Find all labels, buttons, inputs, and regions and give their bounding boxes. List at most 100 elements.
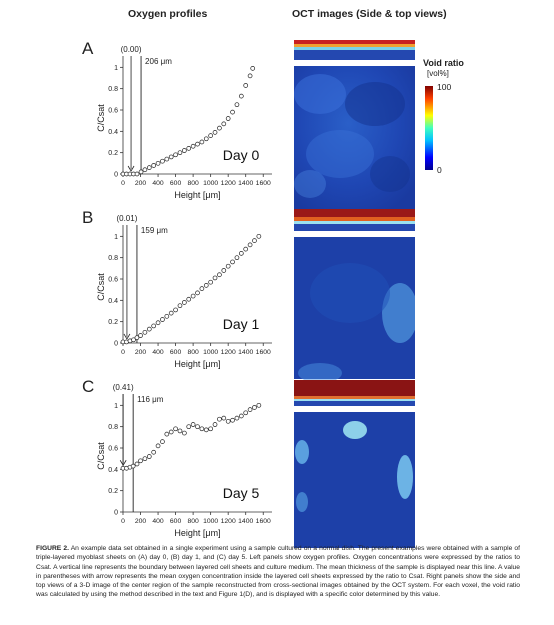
data-point xyxy=(203,427,209,433)
data-point xyxy=(208,426,213,432)
x-tick-label: 1600 xyxy=(256,349,271,356)
x-tick-label: 200 xyxy=(135,180,147,187)
data-point xyxy=(190,293,196,299)
data-point xyxy=(199,139,205,145)
data-point xyxy=(142,456,148,462)
oct-images-header: OCT images (Side & top views) xyxy=(292,8,447,20)
data-point xyxy=(225,116,231,121)
data-point xyxy=(195,424,200,430)
data-point xyxy=(247,242,253,248)
y-tick-label: 0.6 xyxy=(108,277,118,284)
x-tick-label: 0 xyxy=(121,180,125,187)
data-point xyxy=(130,463,136,469)
data-point xyxy=(142,329,148,335)
x-tick-label: 800 xyxy=(187,518,199,525)
figure-label: FIGURE 2. xyxy=(36,545,69,552)
colorbar-title: Void ratio xyxy=(423,58,464,68)
x-tick-label: 0 xyxy=(121,518,125,525)
x-tick-label: 800 xyxy=(187,180,199,187)
data-point xyxy=(199,426,205,432)
x-tick-label: 1200 xyxy=(221,180,236,187)
data-point xyxy=(131,337,136,343)
mean-arrow-head xyxy=(119,460,127,467)
data-point xyxy=(168,310,174,316)
data-point xyxy=(155,443,161,449)
data-point xyxy=(134,171,140,177)
data-point xyxy=(212,130,218,135)
x-tick-label: 1600 xyxy=(256,180,271,187)
data-point xyxy=(256,233,262,239)
oxygen-profile-plot-c: C 0 0.2 0.4 0.6 0.8 1 0 200 400 600 800 1000 1200 1400… xyxy=(82,377,272,538)
oxygen-profiles-header: Oxygen profiles xyxy=(128,8,208,20)
data-point xyxy=(151,163,157,168)
data-point xyxy=(173,426,178,432)
data-point xyxy=(243,246,249,252)
boundary-thickness-label: 116 μm xyxy=(137,395,164,404)
data-point xyxy=(177,428,183,434)
mean-concentration-label: (0.41) xyxy=(113,383,134,392)
x-tick-label: 200 xyxy=(135,518,147,525)
y-tick-label: 0 xyxy=(114,510,118,517)
data-point xyxy=(212,275,218,281)
x-tick-label: 1200 xyxy=(221,518,236,525)
y-tick-label: 0.4 xyxy=(108,298,118,305)
y-tick-label: 0.2 xyxy=(108,150,118,157)
data-point xyxy=(234,415,240,421)
boundary-thickness-label: 206 μm xyxy=(145,57,172,66)
data-point xyxy=(217,416,222,422)
x-tick-label: 1400 xyxy=(238,518,253,525)
data-point xyxy=(217,272,222,278)
x-tick-label: 1000 xyxy=(203,518,218,525)
x-tick-label: 200 xyxy=(135,349,147,356)
data-point xyxy=(195,141,200,147)
data-point xyxy=(199,286,205,291)
y-axis-label: C/Csat xyxy=(96,273,106,301)
y-tick-label: 0.6 xyxy=(108,446,118,453)
data-point xyxy=(225,263,231,269)
data-point xyxy=(160,317,165,322)
data-point xyxy=(247,407,253,412)
oxygen-profile-plot-a: A 0 0.2 0.4 0.6 0.8 1 0 200 400 600 800 1000 1200 1400… xyxy=(82,39,272,200)
data-point xyxy=(134,461,140,467)
data-point xyxy=(252,405,257,410)
x-tick-label: 600 xyxy=(170,518,182,525)
day-label: Day 1 xyxy=(223,316,260,332)
data-point xyxy=(186,424,192,430)
data-point xyxy=(250,66,256,71)
y-axis-label: C/Csat xyxy=(96,104,106,132)
data-point xyxy=(177,303,183,309)
data-point xyxy=(146,165,152,170)
x-tick-label: 400 xyxy=(152,518,164,525)
mean-arrow-head xyxy=(123,333,131,340)
oct-image-c xyxy=(294,380,415,548)
data-point xyxy=(164,156,170,162)
data-point xyxy=(221,268,227,273)
x-tick-label: 400 xyxy=(152,180,164,187)
y-tick-label: 0.8 xyxy=(108,255,118,262)
day-label: Day 0 xyxy=(223,147,260,163)
data-point xyxy=(234,102,240,108)
data-point xyxy=(252,238,257,243)
data-point xyxy=(164,313,170,319)
data-point xyxy=(138,333,143,338)
data-point xyxy=(230,259,235,265)
x-tick-label: 800 xyxy=(187,349,199,356)
data-point xyxy=(238,251,244,256)
colorbar-max-label: 100 xyxy=(437,82,451,92)
data-point xyxy=(238,413,244,419)
y-tick-label: 0.8 xyxy=(108,86,118,93)
day-label: Day 5 xyxy=(223,485,260,501)
data-point xyxy=(230,109,235,115)
y-tick-label: 1 xyxy=(114,403,118,410)
y-tick-label: 1 xyxy=(114,65,118,72)
data-point xyxy=(243,410,249,416)
data-point xyxy=(182,430,187,436)
data-point xyxy=(134,335,140,341)
data-point xyxy=(177,150,183,156)
data-point xyxy=(160,439,165,444)
data-point xyxy=(155,160,161,166)
colorbar-unit: [vol%] xyxy=(427,69,449,78)
data-point xyxy=(190,422,196,427)
oct-image-a xyxy=(294,40,415,210)
colorbar-min-label: 0 xyxy=(437,165,442,175)
